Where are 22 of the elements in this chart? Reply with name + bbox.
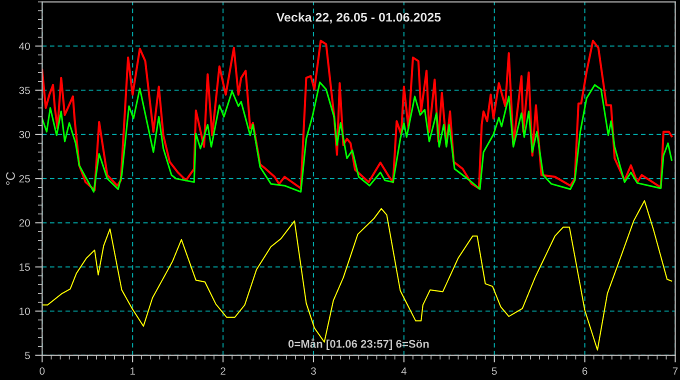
- x-tick-label: 6: [582, 367, 588, 375]
- y-tick-label: 25: [19, 175, 30, 182]
- line-series: [42, 40, 673, 192]
- x-tick-label: 3: [310, 367, 316, 375]
- y-tick-label: 35: [19, 86, 30, 94]
- y-axis-title: °C: [6, 172, 15, 185]
- x-tick-label: 1: [130, 367, 135, 375]
- text: Vecka 22, 26.05 - 01.06.2025: [276, 12, 441, 24]
- y-tick-label: 5: [24, 352, 30, 360]
- line-series: [42, 200, 672, 351]
- annotation: 0=Mån [01.06 23:57] 6=Sön: [288, 338, 429, 350]
- x-tick-label: 5: [492, 367, 497, 375]
- x-tick-label: 0: [40, 367, 45, 375]
- x-tick-label: 2: [220, 367, 226, 375]
- y-tick-label: 10: [20, 308, 30, 315]
- y-tick-label: 30: [19, 130, 30, 138]
- x-tick-label: 4: [401, 367, 407, 375]
- y-tick-label: 15: [20, 264, 30, 271]
- line-series: [42, 82, 672, 193]
- y-tick-label: 40: [19, 42, 30, 50]
- y-tick-label: 20: [19, 219, 30, 227]
- x-tick-label: 7: [672, 367, 678, 375]
